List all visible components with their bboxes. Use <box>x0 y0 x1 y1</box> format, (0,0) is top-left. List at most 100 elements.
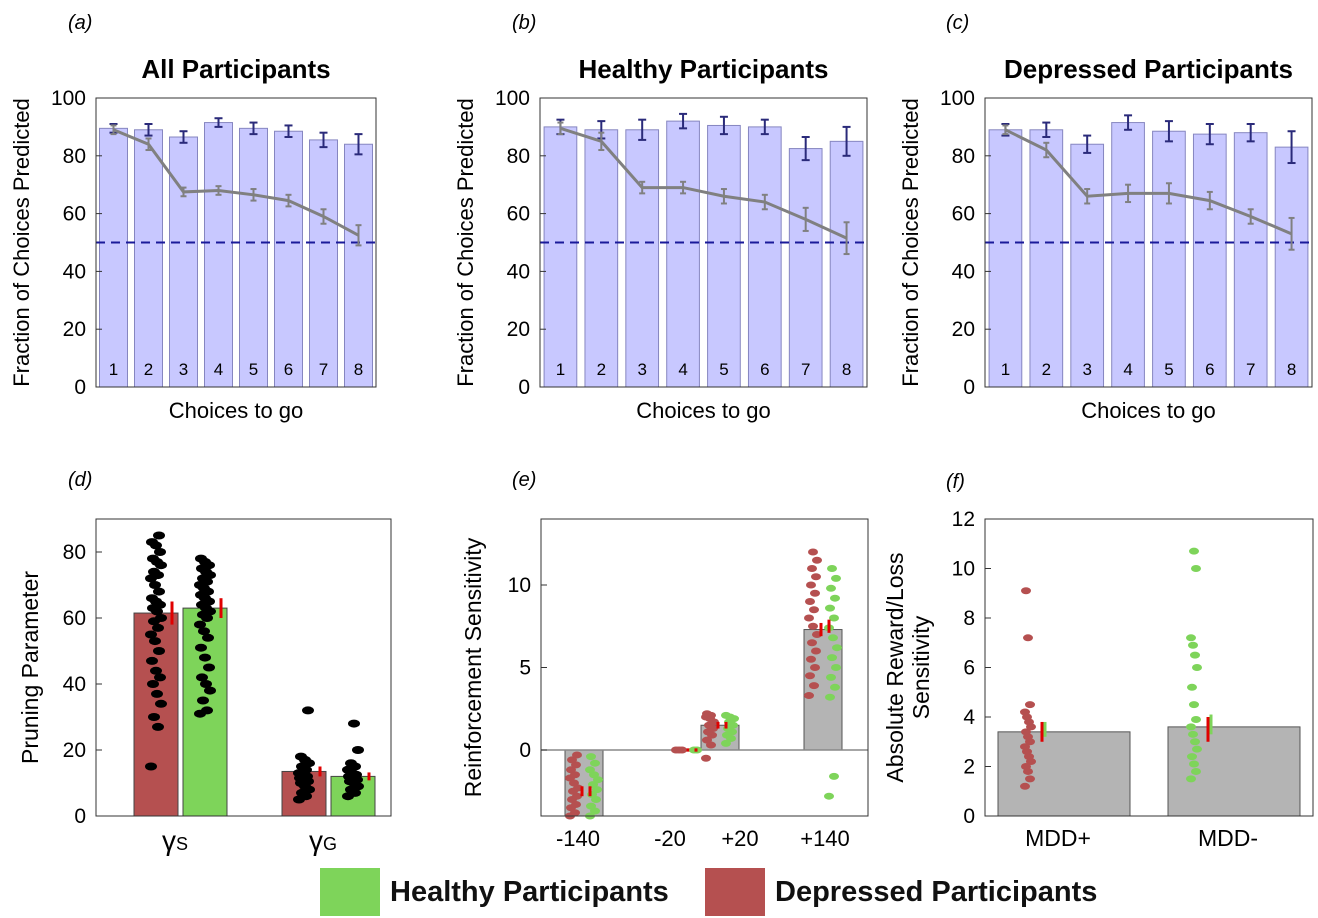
y-tick-label: 6 <box>963 657 975 680</box>
y-tick-label: 5 <box>519 657 531 680</box>
bar-category-label: 3 <box>1082 360 1091 379</box>
data-point <box>808 622 818 630</box>
data-point <box>572 751 582 759</box>
bar <box>625 129 660 388</box>
y-tick-label: 40 <box>952 260 975 283</box>
bar <box>1233 132 1268 388</box>
data-point <box>831 664 841 671</box>
y-tick-label: 60 <box>952 203 975 226</box>
panel-letter: (b) <box>512 12 536 34</box>
panel-letter: (e) <box>512 469 536 491</box>
bar <box>997 731 1131 817</box>
data-point <box>832 644 842 652</box>
data-point <box>1187 753 1197 761</box>
series-healthy <box>1043 547 1213 783</box>
data-point <box>194 620 206 629</box>
data-point <box>146 656 158 665</box>
data-point <box>352 746 364 754</box>
data-point <box>199 653 211 662</box>
data-point <box>147 554 159 563</box>
y-axis-label: Fraction of Choices Predicted <box>9 98 34 387</box>
panel-title: Healthy Participants <box>579 54 829 84</box>
series-depressed <box>133 531 327 817</box>
x-tick-label: -20 <box>654 826 686 851</box>
bar-category-label: 8 <box>842 360 851 379</box>
data-point <box>702 710 712 718</box>
data-point <box>195 643 207 652</box>
data-point <box>203 663 215 672</box>
panel-letter: (c) <box>946 12 969 34</box>
data-point <box>153 587 165 596</box>
data-point <box>1188 641 1198 649</box>
data-point <box>829 772 839 780</box>
bar <box>274 130 303 388</box>
data-point <box>1021 728 1031 736</box>
plot-frame <box>95 97 377 388</box>
bar <box>239 127 268 388</box>
bar-category-label: 6 <box>1205 360 1214 379</box>
data-point <box>1189 547 1199 555</box>
bar <box>344 143 373 388</box>
bar-category-label: 1 <box>109 360 118 379</box>
data-point <box>701 754 711 762</box>
data-point <box>198 627 210 636</box>
panel-letter: (d) <box>68 469 92 491</box>
data-point <box>806 581 816 589</box>
data-point <box>1020 708 1030 716</box>
data-point <box>153 647 165 655</box>
data-point <box>721 739 731 747</box>
data-point <box>809 606 819 614</box>
data-point <box>810 664 820 671</box>
data-point <box>1187 683 1197 691</box>
trend-line <box>559 126 848 240</box>
data-point <box>1189 760 1199 768</box>
x-tick-label: MDD- <box>1198 825 1258 851</box>
data-point <box>195 554 207 563</box>
y-tick-label: 8 <box>963 607 975 630</box>
data-point <box>805 598 815 605</box>
y-tick-label: 80 <box>63 145 86 168</box>
panel-title: Depressed Participants <box>1004 54 1293 84</box>
y-tick-label: 80 <box>952 145 975 168</box>
data-point <box>808 548 818 556</box>
legend-item-depressed: Depressed Participants <box>705 868 1097 916</box>
data-point <box>811 647 821 655</box>
x-tick-label: +140 <box>800 826 850 851</box>
bar-category-label: 7 <box>801 360 810 379</box>
data-point <box>1186 634 1196 642</box>
y-tick-label: 10 <box>952 558 975 581</box>
panel-d: (d) 0 20 40 60 80 Pruning Parameter γS γG <box>17 469 392 856</box>
data-point <box>146 594 158 603</box>
bar-series: 1 2 3 4 5 6 7 8 <box>543 112 864 388</box>
x-axis-label: Choices to go <box>636 398 771 423</box>
bar <box>309 139 338 388</box>
data-point <box>197 696 209 705</box>
bar-category-label: 5 <box>249 360 258 379</box>
data-point <box>154 548 166 556</box>
data-point <box>145 630 157 639</box>
data-point <box>1191 565 1201 572</box>
data-point <box>567 756 577 764</box>
data-point <box>204 686 216 695</box>
data-point <box>827 654 837 662</box>
data-point <box>1186 775 1196 783</box>
y-tick-label: 100 <box>495 87 530 110</box>
data-point <box>807 639 817 647</box>
bar-category-label: 2 <box>597 360 606 379</box>
group-label: γS <box>162 825 188 856</box>
data-point <box>830 683 840 691</box>
group-label: γG <box>309 825 337 856</box>
data-point <box>590 759 600 767</box>
data-point <box>1186 723 1196 731</box>
bar <box>204 122 233 388</box>
y-axis-label: Pruning Parameter <box>17 571 43 764</box>
data-point <box>145 762 157 771</box>
data-point <box>826 673 836 681</box>
data-point <box>805 672 815 680</box>
plot-frame <box>539 97 868 388</box>
bar-category-label: 5 <box>1164 360 1173 379</box>
bar-series: 1 2 3 4 5 6 7 8 <box>988 114 1309 388</box>
data-point <box>824 792 834 800</box>
